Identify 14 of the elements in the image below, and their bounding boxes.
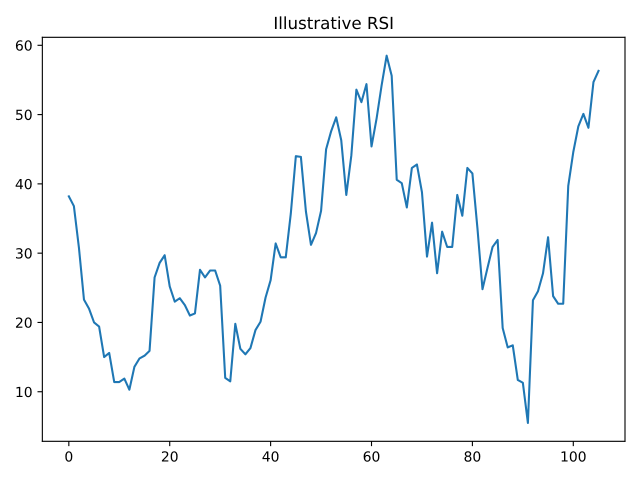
chart-title: Illustrative RSI bbox=[274, 16, 392, 30]
line-series bbox=[68, 54, 600, 424]
y-tick-label: 60 bbox=[16, 40, 32, 51]
x-tick-label: 20 bbox=[162, 451, 178, 462]
x-tick-label: 0 bbox=[65, 451, 72, 462]
y-tick-label: 50 bbox=[16, 110, 32, 120]
x-tick-label: 40 bbox=[262, 451, 279, 462]
y-tick-label: 10 bbox=[16, 386, 32, 398]
x-tick-label: 60 bbox=[364, 451, 380, 462]
x-tick-label: 80 bbox=[464, 451, 480, 462]
y-tick-label: 40 bbox=[16, 178, 32, 190]
y-tick-label: 20 bbox=[16, 317, 32, 328]
x-tick-label: 100 bbox=[562, 451, 586, 462]
y-tick-label: 30 bbox=[16, 248, 32, 259]
